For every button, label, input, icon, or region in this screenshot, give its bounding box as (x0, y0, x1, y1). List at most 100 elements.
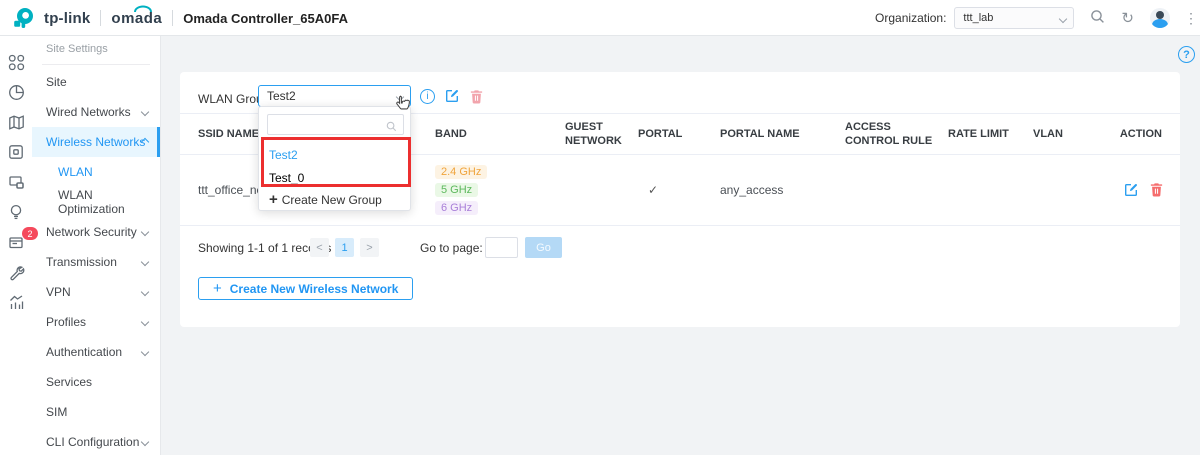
create-new-group-option[interactable]: + Create New Group (269, 191, 382, 208)
rail-dashboard-icon[interactable] (0, 47, 32, 77)
sidebar-item-site[interactable]: Site (32, 67, 160, 97)
chevron-down-icon (140, 257, 150, 267)
organization-value: ttt_lab (963, 12, 994, 24)
prev-page-button[interactable]: < (310, 238, 329, 257)
create-wireless-network-label: Create New Wireless Network (229, 281, 399, 296)
chevron-down-icon (395, 92, 405, 102)
col-ssid-name: SSID NAME (198, 128, 260, 140)
col-action: ACTION (1119, 128, 1162, 140)
chevron-down-icon (140, 107, 150, 117)
sidebar-item-wlan-optimization[interactable]: WLAN Optimization (32, 187, 160, 217)
sidebar-item-label: Wired Networks (46, 105, 131, 119)
refresh-icon[interactable]: ↻ (1121, 9, 1134, 27)
rail-report-icon[interactable] (0, 287, 32, 317)
goto-page-input[interactable] (485, 237, 518, 258)
sidebar-item-wired-networks[interactable]: Wired Networks (32, 97, 160, 127)
sidebar-item-label: Services (46, 375, 93, 389)
go-button[interactable]: Go (525, 237, 562, 258)
pagination: Showing 1-1 of 1 records < 1 > Go to pag… (180, 237, 1180, 259)
delete-row-icon[interactable] (1149, 182, 1164, 198)
wlan-group-value: Test2 (267, 89, 296, 103)
sidebar-section-label: Site Settings (46, 43, 108, 55)
help-icon[interactable]: ? (1178, 46, 1195, 63)
goto-page-label: Go to page: (420, 241, 483, 255)
col-rate-limit: RATE LIMIT (948, 128, 1009, 140)
sidebar-item-profiles[interactable]: Profiles (32, 307, 160, 337)
sidebar-item-network-security[interactable]: Network Security (32, 217, 160, 247)
avatar[interactable] (1150, 8, 1170, 28)
wlan-group-dropdown: Test2 Test_0 + Create New Group (258, 106, 411, 211)
plus-icon: + (213, 280, 222, 297)
col-band: BAND (435, 128, 467, 140)
band-badge-24ghz: 2.4 GHz (435, 165, 488, 179)
edit-group-icon[interactable] (444, 88, 460, 104)
portal-check-icon: ✓ (648, 183, 659, 197)
top-bar: tp-link omada Omada Controller_65A0FA Or… (0, 0, 1200, 36)
sidebar-item-label: Network Security (46, 225, 137, 239)
sidebar-item-label: Site (46, 75, 67, 89)
notification-badge: 2 (22, 227, 38, 240)
sidebar-item-label: Wireless Networks (46, 135, 146, 149)
omada-arc-icon (134, 5, 153, 12)
magnifier-icon (386, 119, 397, 137)
page-number-button[interactable]: 1 (335, 238, 354, 257)
rail-devices-icon[interactable] (0, 137, 32, 167)
table-row: ttt_office_new 2.4 GHz 5 GHz 6 GHz ✓ any… (180, 155, 1180, 226)
sidebar-item-label: Profiles (46, 315, 87, 329)
divider (100, 10, 102, 26)
sidebar-item-label: WLAN Optimization (58, 188, 125, 216)
sidebar-item-services[interactable]: Services (32, 367, 160, 397)
create-wireless-network-button[interactable]: + Create New Wireless Network (198, 277, 414, 300)
rail-clients-icon[interactable] (0, 167, 32, 197)
dropdown-search-input[interactable] (267, 114, 404, 135)
create-new-group-label: Create New Group (281, 192, 382, 207)
omada-logo-text: omada (111, 9, 163, 27)
dropdown-option-test0[interactable]: Test_0 (269, 171, 305, 185)
tplink-logo-text: tp-link (44, 9, 91, 27)
rail-statistics-icon[interactable] (0, 77, 32, 107)
info-icon[interactable]: i (420, 88, 435, 104)
dropdown-option-test2[interactable]: Test2 (269, 148, 298, 162)
organization-select[interactable]: ttt_lab (954, 7, 1075, 29)
col-vlan: VLAN (1033, 128, 1063, 140)
rail-log-icon[interactable]: 2 (0, 227, 38, 257)
sidebar-item-sim[interactable]: SIM (32, 397, 160, 427)
sidebar-item-wireless-networks[interactable]: Wireless Networks (32, 127, 160, 157)
sidebar-item-authentication[interactable]: Authentication (32, 337, 160, 367)
tplink-logo-icon (12, 7, 34, 29)
sidebar-item-label: SIM (46, 405, 68, 419)
col-portal-name: PORTAL NAME (720, 128, 800, 140)
chevron-down-icon (140, 287, 150, 297)
rail-insight-icon[interactable] (0, 197, 32, 227)
sidebar-item-transmission[interactable]: Transmission (32, 247, 160, 277)
col-guest-network: GUEST NETWORK (565, 121, 622, 147)
col-portal: PORTAL (638, 128, 683, 140)
kebab-menu-icon[interactable]: ⋮ (1184, 9, 1198, 26)
search-icon[interactable] (1090, 9, 1105, 27)
sidebar-item-vpn[interactable]: VPN (32, 277, 160, 307)
wlan-group-select[interactable]: Test2 (258, 85, 411, 107)
next-page-button[interactable]: > (360, 238, 379, 257)
records-summary: Showing 1-1 of 1 records (198, 241, 332, 255)
sidebar-item-label: CLI Configuration (46, 435, 140, 449)
band-badge-5ghz: 5 GHz (435, 183, 479, 197)
table-header: SSID NAME BAND GUEST NETWORK PORTAL PORT… (180, 113, 1180, 155)
sidebar-item-wlan[interactable]: WLAN (32, 157, 160, 187)
omada-logo: omada (111, 5, 163, 27)
band-cell: 2.4 GHz 5 GHz 6 GHz (435, 165, 488, 215)
wlan-card: WLAN Group: Test2 i SSID NAME BAND GUEST… (180, 72, 1180, 327)
rail-map-icon[interactable] (0, 107, 32, 137)
ssid-name-cell: ttt_office_new (198, 183, 272, 197)
rail-tools-icon[interactable] (0, 257, 32, 287)
chevron-down-icon (140, 437, 150, 447)
chevron-down-icon (140, 347, 150, 357)
portal-name-cell: any_access (720, 183, 784, 197)
sidebar-item-label: Authentication (46, 345, 123, 359)
edit-row-icon[interactable] (1123, 182, 1139, 198)
delete-group-icon[interactable] (469, 89, 484, 104)
divider (42, 64, 150, 65)
chevron-down-icon (1059, 14, 1068, 24)
sidebar-item-cli-configuration[interactable]: CLI Configuration (32, 427, 160, 457)
divider (172, 10, 174, 26)
wlan-group-label: WLAN Group: (198, 92, 273, 106)
